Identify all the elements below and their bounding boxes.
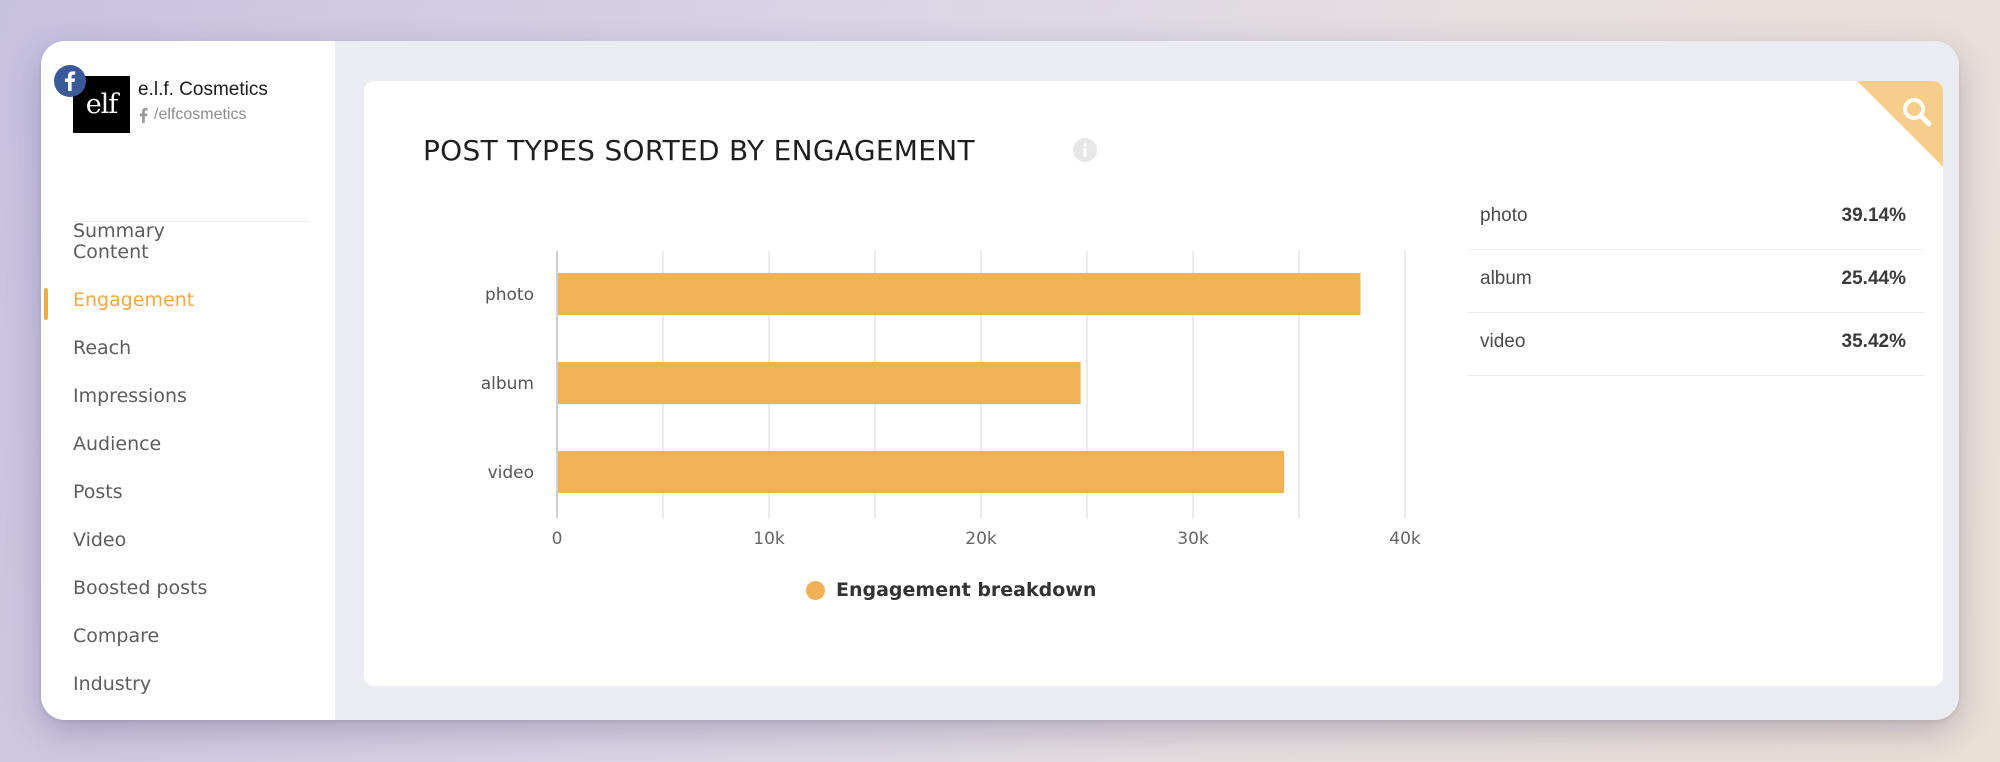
bar-photo [558,273,1361,315]
sidebar: elf e.l.f. Cosmetics /elfcosmetics Summa… [41,41,335,720]
x-tick-label: 40k [1389,529,1421,549]
sidebar-item-impressions[interactable]: Impressions [73,385,187,407]
breakdown-value: 35.42% [1841,331,1906,352]
account-handle: /elfcosmetics [154,106,247,123]
x-tick-label: 30k [1177,529,1209,549]
bar-album [558,362,1081,404]
sidebar-item-compare[interactable]: Compare [73,625,160,647]
engagement-card: POST TYPES SORTED BY ENGAGEMENT photo alb… [364,81,1943,686]
x-tick-label: 10k [753,529,785,549]
active-indicator [44,288,48,320]
sidebar-item-video[interactable]: Video [73,529,127,551]
breakdown-label: video [1480,331,1526,352]
sidebar-item-audience[interactable]: Audience [73,433,162,455]
breakdown-value: 25.44% [1841,268,1906,289]
chart-legend[interactable]: Engagement breakdown [806,578,1096,602]
sidebar-divider [73,221,309,222]
breakdown-row: photo 39.14% [1468,187,1924,250]
account-handle-row: /elfcosmetics [139,105,246,125]
app-window: elf e.l.f. Cosmetics /elfcosmetics Summa… [41,41,1959,720]
account-name: e.l.f. Cosmetics [138,79,268,100]
sidebar-item-posts[interactable]: Posts [73,481,123,503]
legend-label: Engagement breakdown [836,579,1097,601]
breakdown-row: album 25.44% [1468,250,1924,313]
engagement-bar-chart: photo album video 0 10k 20k 30k 40k [481,251,1421,549]
bar-video [558,451,1285,493]
facebook-small-icon [139,107,148,123]
category-label: video [488,463,534,483]
account-logo-text: elf [85,89,119,120]
card-title: POST TYPES SORTED BY ENGAGEMENT [423,134,975,167]
category-label: photo [485,285,534,305]
sidebar-item-boosted-posts[interactable]: Boosted posts [73,577,208,599]
legend-swatch [806,580,825,600]
category-label: album [481,374,534,394]
account-logo: elf [73,76,130,133]
sidebar-item-engagement[interactable]: Engagement [73,289,195,311]
breakdown-list: photo 39.14% album 25.44% video 35.42% [1468,187,1924,376]
breakdown-row: video 35.42% [1468,313,1924,376]
breakdown-label: album [1480,268,1532,289]
info-icon[interactable] [1072,137,1098,163]
breakdown-value: 39.14% [1841,205,1906,226]
facebook-icon [54,65,86,97]
sidebar-item-industry[interactable]: Industry [73,673,152,695]
sidebar-item-reach[interactable]: Reach [73,337,132,359]
breakdown-label: photo [1480,205,1528,226]
x-tick-label: 0 [552,529,563,549]
search-icon[interactable] [1900,95,1934,129]
x-tick-label: 20k [965,529,997,549]
sidebar-item-content[interactable]: Content [73,241,149,263]
search-corner[interactable] [1857,81,1943,167]
sidebar-item-summary[interactable]: Summary [73,220,165,242]
